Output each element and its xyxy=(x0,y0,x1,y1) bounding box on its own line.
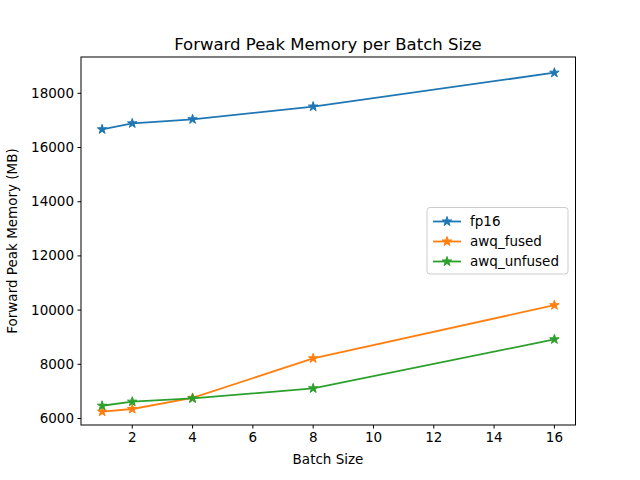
x-axis-label: Batch Size xyxy=(293,451,364,467)
x-tick-label: 4 xyxy=(188,429,197,445)
figure: Forward Peak Memory per Batch Size 6000 8… xyxy=(0,0,640,480)
x-tick-label: 2 xyxy=(128,429,137,445)
chart-title: Forward Peak Memory per Batch Size xyxy=(174,35,482,54)
legend-label: awq_fused xyxy=(470,233,542,249)
y-tick-label: 14000 xyxy=(31,193,74,209)
legend-label: awq_unfused xyxy=(470,253,559,269)
y-tick-label: 10000 xyxy=(31,302,74,318)
legend: fp16 awq_fused awq_unfused xyxy=(427,208,568,275)
y-tick-label: 8000 xyxy=(40,356,74,372)
x-tick-label: 14 xyxy=(485,429,502,445)
x-tick-label: 8 xyxy=(309,429,318,445)
y-tick-label: 6000 xyxy=(40,410,74,426)
x-tick-label: 6 xyxy=(249,429,258,445)
x-tick-label: 12 xyxy=(425,429,442,445)
line-chart: Forward Peak Memory per Batch Size 6000 8… xyxy=(0,0,640,480)
y-tick-label: 18000 xyxy=(31,85,74,101)
x-tick-label: 16 xyxy=(546,429,563,445)
legend-label: fp16 xyxy=(470,213,501,229)
y-axis-label: Forward Peak Memory (MB) xyxy=(4,148,20,334)
y-tick-label: 12000 xyxy=(31,247,74,263)
y-tick-label: 16000 xyxy=(31,139,74,155)
x-tick-label: 10 xyxy=(365,429,382,445)
